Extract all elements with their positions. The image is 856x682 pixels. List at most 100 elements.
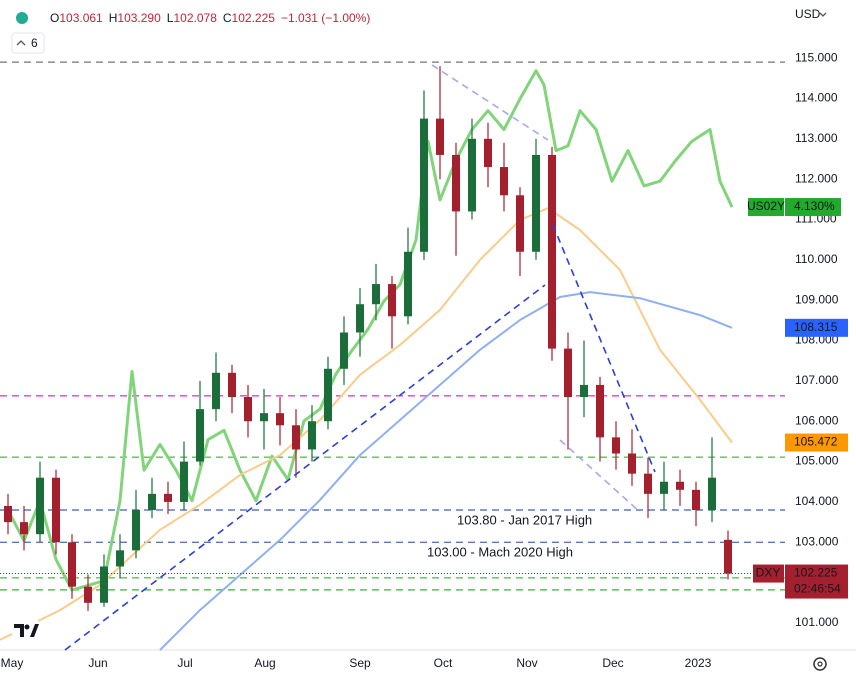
- candle-body: [100, 566, 108, 603]
- series-value: 108.315: [794, 320, 838, 334]
- candle-body: [724, 539, 732, 574]
- x-tick-label: Aug: [254, 656, 275, 670]
- currency-dropdown: [819, 12, 827, 17]
- candle-body: [596, 384, 604, 438]
- ohlc-value: 102.225: [232, 11, 276, 25]
- price-badge: [785, 564, 848, 599]
- logo-mark: [14, 624, 39, 637]
- indicator-toggle[interactable]: [11, 32, 45, 54]
- candle-body: [20, 522, 28, 535]
- candle-body: [196, 409, 204, 462]
- ohlc-value: 102.078: [173, 11, 217, 25]
- candle-body: [84, 586, 92, 603]
- x-tick-label: Nov: [516, 656, 537, 670]
- candle-body: [260, 413, 268, 422]
- candle-body: [500, 167, 508, 196]
- candle-body: [468, 138, 476, 212]
- ohlc-key: H: [109, 11, 118, 25]
- change: −1.031 (−1.00%): [281, 11, 370, 25]
- candle-body: [292, 425, 300, 450]
- y-tick-label: 113.000: [795, 131, 838, 145]
- series-line: [159, 291, 733, 651]
- y-tick-label: 115.000: [795, 50, 838, 64]
- tv-logo: [12, 620, 40, 640]
- candle-body: [212, 372, 220, 410]
- y-tick-label: 105.000: [795, 454, 839, 468]
- y-tick-label: 104.000: [795, 494, 839, 508]
- candle-body: [356, 304, 364, 333]
- candle-body: [180, 461, 188, 502]
- candle-body: [628, 453, 636, 474]
- candle-body: [708, 477, 716, 510]
- candle-body: [404, 251, 412, 317]
- plot-area: [0, 61, 785, 651]
- level-label: 103.80 - Jan 2017 High: [457, 512, 592, 527]
- candle-body: [36, 477, 44, 535]
- x-tick-label: Jun: [88, 656, 107, 670]
- gear-ring: [813, 657, 827, 671]
- candle-body: [116, 550, 124, 567]
- level-label: 103.00 - Mach 2020 High: [427, 545, 573, 560]
- x-tick-label: Jul: [177, 656, 192, 670]
- series-line: [0, 207, 733, 641]
- y-tick-label: 107.000: [795, 373, 839, 387]
- currency[interactable]: USD: [795, 7, 821, 21]
- trend-line: [64, 284, 546, 651]
- series-name: US02Y: [747, 199, 785, 213]
- ohlc-key: L: [167, 11, 174, 25]
- candle-body: [612, 437, 620, 454]
- y-tick-label: 106.000: [795, 413, 839, 427]
- status-icon: [16, 12, 28, 24]
- candle-body: [132, 509, 140, 551]
- indicator-count: 6: [31, 36, 38, 50]
- x-tick-label: Dec: [602, 656, 623, 670]
- series-value-badge: [785, 198, 841, 217]
- candle-body: [340, 332, 348, 369]
- candle-body: [68, 542, 76, 587]
- candle-body: [660, 481, 668, 494]
- price-label: 102.225: [794, 566, 838, 580]
- candle-body: [452, 154, 460, 212]
- candle-body: [164, 493, 172, 502]
- overlay: 103.80 - Jan 2017 High 103.00 - Mach 2020…: [427, 512, 592, 559]
- candle-body: [228, 372, 236, 398]
- series-value-badge: [785, 318, 848, 337]
- candle-body: [580, 384, 588, 398]
- trend-line: [559, 439, 641, 513]
- y-tick-label: 114.000: [795, 91, 838, 105]
- candle-body: [484, 138, 492, 168]
- symbol-label: DXY: [756, 566, 781, 580]
- series-value: 4.130%: [794, 199, 835, 213]
- series-value-badge: [785, 433, 848, 452]
- candle-body: [52, 477, 60, 543]
- candle-body: [4, 505, 12, 523]
- candle-body: [372, 284, 380, 305]
- ohlc-header: O103.061 H103.290 L102.078 C102.225 −1.031 (…: [50, 11, 370, 25]
- logo-dot: [24, 624, 30, 630]
- y-tick-label: 110.000: [795, 252, 838, 266]
- y-tick-label: 109.000: [795, 292, 839, 306]
- ohlc-key: O: [50, 11, 59, 25]
- x-tick-label: May: [1, 656, 24, 670]
- candle-body: [148, 493, 156, 510]
- candle-body: [692, 489, 700, 510]
- x-tick-label: Sep: [349, 656, 371, 670]
- candle-body: [532, 154, 540, 252]
- countdown-label: 02:46:54: [794, 582, 841, 596]
- x-tick-label: Oct: [434, 656, 453, 670]
- y-tick-label: 103.000: [795, 534, 839, 548]
- candle-body: [308, 421, 316, 450]
- y-tick-label: 101.000: [795, 615, 839, 629]
- candle-body: [244, 397, 252, 422]
- symbol-badge: [753, 564, 784, 583]
- candle-body: [564, 348, 572, 398]
- gear-center: [817, 661, 823, 667]
- candle-body: [276, 413, 284, 426]
- chevron-icon: [16, 40, 26, 46]
- settings-icon[interactable]: [813, 657, 827, 671]
- x-tick-label: 2023: [685, 656, 712, 670]
- candle-body: [676, 481, 684, 490]
- series-name-badge: [748, 198, 784, 217]
- candle-body: [516, 195, 524, 252]
